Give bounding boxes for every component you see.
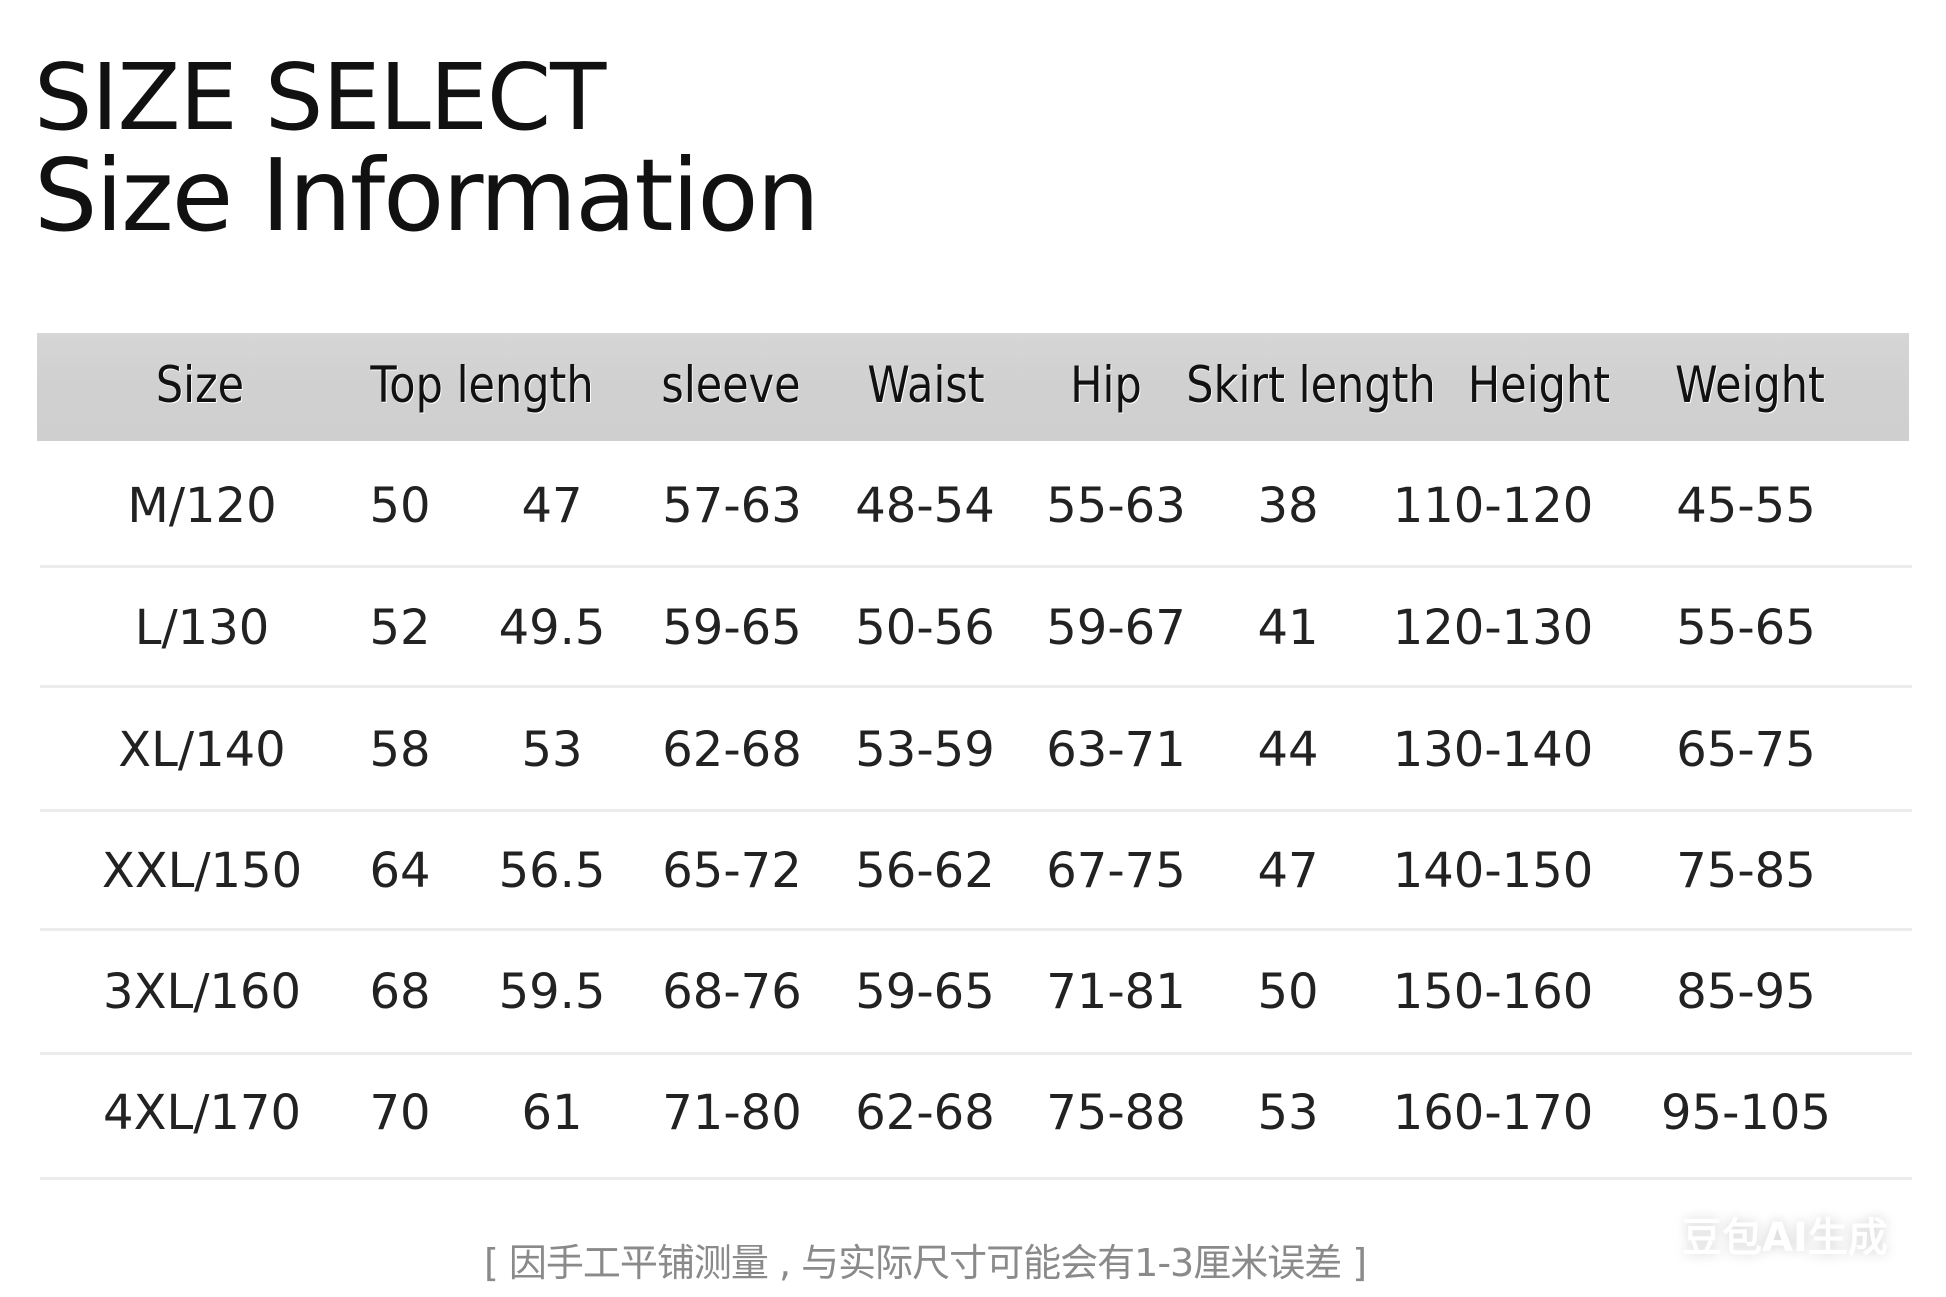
table-cell: 68 <box>369 964 431 1020</box>
table-cell: 59.5 <box>498 964 606 1020</box>
column-header: Waist <box>867 356 985 414</box>
table-cell: 64 <box>369 843 431 899</box>
row-divider <box>40 565 1912 568</box>
table-cell: 50 <box>1257 964 1319 1020</box>
row-divider <box>40 1177 1912 1180</box>
table-cell: 50-56 <box>855 600 995 656</box>
table-cell: 71-81 <box>1046 964 1186 1020</box>
watermark: 豆包AI生成 <box>1682 1215 1888 1261</box>
table-cell: 55-65 <box>1676 600 1816 656</box>
table-cell: 150-160 <box>1392 964 1594 1020</box>
table-cell: 95-105 <box>1660 1085 1832 1141</box>
table-cell: 47 <box>521 478 583 534</box>
table-cell: 70 <box>369 1085 431 1141</box>
table-cell: 3XL/160 <box>103 964 301 1020</box>
table-cell: 110-120 <box>1392 478 1594 534</box>
table-cell: 160-170 <box>1392 1085 1594 1141</box>
column-header: sleeve <box>661 356 801 414</box>
table-cell: 56-62 <box>855 843 995 899</box>
page-subtitle: Size Information <box>34 137 820 254</box>
table-cell: 56.5 <box>498 843 606 899</box>
table-cell: 65-75 <box>1676 722 1816 778</box>
column-header: Weight <box>1675 356 1825 414</box>
table-cell: 53-59 <box>855 722 995 778</box>
table-header-bar <box>37 333 1909 441</box>
row-divider <box>40 1052 1912 1055</box>
table-cell: 44 <box>1257 722 1319 778</box>
footnote: [ 因手工平铺测量 , 与实际尺寸可能会有1-3厘米误差 ] <box>484 1241 1367 1285</box>
table-cell: 130-140 <box>1392 722 1594 778</box>
table-cell: 55-63 <box>1046 478 1186 534</box>
row-divider <box>40 928 1912 931</box>
table-cell: M/120 <box>127 478 277 534</box>
table-cell: XL/140 <box>118 722 286 778</box>
table-cell: 71-80 <box>662 1085 802 1141</box>
table-cell: 62-68 <box>855 1085 995 1141</box>
table-cell: 59-65 <box>855 964 995 1020</box>
table-cell: 48-54 <box>855 478 995 534</box>
table-cell: 59-65 <box>662 600 802 656</box>
table-cell: 49.5 <box>498 600 606 656</box>
table-cell: 52 <box>369 600 431 656</box>
table-cell: 67-75 <box>1046 843 1186 899</box>
table-cell: 41 <box>1257 600 1319 656</box>
table-cell: 63-71 <box>1046 722 1186 778</box>
row-divider <box>40 685 1912 688</box>
row-divider <box>40 809 1912 812</box>
table-cell: 140-150 <box>1392 843 1594 899</box>
table-cell: 120-130 <box>1392 600 1594 656</box>
table-cell: 58 <box>369 722 431 778</box>
table-cell: 68-76 <box>662 964 802 1020</box>
table-cell: 75-85 <box>1676 843 1816 899</box>
table-cell: 57-63 <box>662 478 802 534</box>
table-cell: 65-72 <box>662 843 802 899</box>
column-header: Size <box>155 356 245 414</box>
table-cell: 61 <box>521 1085 583 1141</box>
table-cell: 38 <box>1257 478 1319 534</box>
table-cell: 62-68 <box>662 722 802 778</box>
table-cell: 53 <box>1257 1085 1319 1141</box>
table-cell: 45-55 <box>1676 478 1816 534</box>
column-header: Height <box>1467 356 1611 414</box>
table-cell: 47 <box>1257 843 1319 899</box>
table-cell: 50 <box>369 478 431 534</box>
page-title: SIZE SELECT <box>34 44 606 151</box>
column-header: Top length <box>370 356 594 414</box>
table-cell: 4XL/170 <box>103 1085 301 1141</box>
table-cell: 53 <box>521 722 583 778</box>
table-cell: 75-88 <box>1046 1085 1186 1141</box>
column-header: Hip <box>1070 356 1142 414</box>
table-cell: XXL/150 <box>101 843 303 899</box>
table-cell: 59-67 <box>1046 600 1186 656</box>
table-cell: 85-95 <box>1676 964 1816 1020</box>
table-cell: L/130 <box>134 600 270 656</box>
column-header: Skirt length <box>1186 356 1436 414</box>
